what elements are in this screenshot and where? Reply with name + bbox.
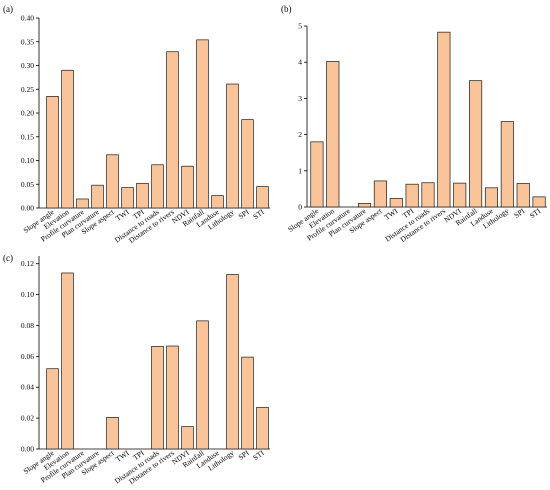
bar — [357, 203, 372, 208]
y-tick-label: 0.30 — [21, 61, 34, 70]
bar — [389, 197, 403, 208]
y-tick-label: 0.35 — [21, 37, 34, 46]
panel-a: (a) 0.00 0.05 0.10 0.15 0.20 0.25 0.30 0.35 0.40 S… — [3, 4, 270, 245]
y-tick-label: 0.00 — [21, 204, 34, 213]
y-tick-label: 0.20 — [21, 109, 34, 118]
bar — [373, 180, 387, 208]
bar — [166, 51, 179, 209]
bar — [256, 406, 269, 450]
bar — [166, 345, 179, 450]
y-tick-label: 0.10 — [21, 156, 34, 165]
bar — [421, 182, 435, 208]
x-category-label: SPI — [512, 206, 526, 220]
bar — [136, 182, 149, 209]
panel-label: (b) — [281, 4, 292, 14]
y-tick-label: 0.25 — [21, 85, 34, 94]
y-tick-label: 0.00 — [21, 445, 34, 454]
bar — [181, 165, 194, 209]
bar — [61, 272, 74, 450]
bar — [437, 31, 451, 208]
bar — [106, 154, 119, 209]
x-category-label: SPI — [237, 207, 251, 221]
bar — [46, 96, 59, 209]
bar — [453, 182, 467, 208]
y-tick-label: 0.08 — [21, 321, 34, 330]
bar — [516, 183, 530, 208]
y-tick-label: 0 — [298, 203, 302, 212]
bar — [121, 187, 134, 209]
y-tick-label: 0.10 — [21, 290, 34, 299]
bar — [211, 195, 224, 209]
bar — [151, 345, 164, 450]
bar — [469, 80, 483, 208]
y-tick-label: 0.02 — [21, 414, 34, 423]
bar — [76, 198, 89, 209]
x-category-label: STI — [251, 207, 266, 221]
y-tick-label: 5 — [298, 22, 302, 31]
x-category-label: TWI — [114, 207, 131, 223]
x-category-label: STI — [251, 448, 266, 462]
panel-label: (a) — [3, 4, 13, 14]
bar — [226, 274, 239, 450]
bar — [484, 187, 499, 208]
bar — [500, 121, 514, 208]
bar — [151, 164, 164, 209]
bar — [405, 183, 419, 208]
bar — [106, 416, 119, 450]
bar — [226, 83, 239, 209]
bar — [326, 61, 340, 208]
bar — [91, 184, 104, 209]
bar — [181, 426, 194, 450]
y-tick-label: 3 — [298, 94, 302, 103]
y-tick-label: 4 — [298, 58, 302, 67]
y-tick-label: 1 — [298, 166, 302, 175]
x-category-label: TWI — [383, 206, 400, 222]
y-tick-label: 0.15 — [21, 132, 34, 141]
panel-label: (c) — [3, 253, 13, 263]
bar — [310, 141, 324, 208]
bar — [241, 356, 254, 450]
bar — [196, 320, 209, 450]
y-tick-label: 0.12 — [21, 259, 34, 268]
bar — [241, 119, 254, 209]
y-tick-label: 0.04 — [21, 383, 34, 392]
y-tick-label: 2 — [298, 130, 302, 139]
bar — [46, 368, 59, 450]
x-category-label: TWI — [114, 448, 131, 464]
bar — [196, 39, 209, 209]
bar — [532, 196, 546, 208]
x-category-label: STI — [528, 206, 543, 220]
y-tick-label: 0.40 — [21, 14, 34, 23]
y-tick-label: 0.06 — [21, 352, 34, 361]
bar — [61, 69, 74, 209]
bar — [256, 186, 269, 209]
x-category-label: SPI — [237, 448, 251, 462]
y-tick-label: 0.05 — [21, 180, 34, 189]
